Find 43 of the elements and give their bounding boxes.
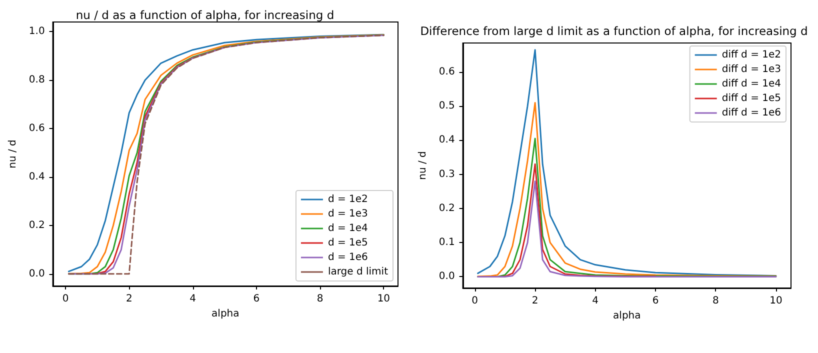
legend-label: diff d = 1e4 <box>722 78 781 90</box>
x-tick-label: 0 <box>62 294 69 304</box>
legend-label: diff d = 1e5 <box>722 93 781 104</box>
x-tick-label: 8 <box>316 294 324 304</box>
legend-label: d = 1e4 <box>328 223 368 234</box>
y-axis-title: nu / d <box>418 151 428 180</box>
legend-label: d = 1e2 <box>328 194 368 205</box>
legend-label: d = 1e5 <box>328 238 368 248</box>
line-series <box>477 180 777 278</box>
x-tick-label: 6 <box>652 296 659 306</box>
y-tick-label: 0.6 <box>28 123 45 134</box>
y-tick-label: 0.3 <box>438 168 455 180</box>
x-tick-label: 10 <box>377 294 390 304</box>
y-tick-label: 0.4 <box>438 134 455 146</box>
y-tick-label: 0.1 <box>438 237 455 248</box>
x-tick-label: 2 <box>126 294 132 304</box>
chart-title: nu / d as a function of alpha, for increasing d <box>76 8 334 22</box>
x-tick-label: 10 <box>770 296 782 306</box>
y-tick-label: 0.0 <box>438 271 455 282</box>
x-tick-label: 8 <box>712 296 719 306</box>
legend-label: d = 1e3 <box>328 208 368 220</box>
legend-label: diff d = 1e6 <box>722 108 781 118</box>
y-tick-label: 0.8 <box>28 74 45 86</box>
y-tick-label: 0.5 <box>438 100 455 112</box>
legend-label: diff d = 1e3 <box>722 64 781 75</box>
y-axis-title: nu / d <box>8 140 18 168</box>
x-tick-label: 0 <box>472 296 478 306</box>
x-axis-title: alpha <box>613 310 641 322</box>
x-tick-label: 6 <box>253 294 260 304</box>
y-tick-label: 0.6 <box>438 66 455 78</box>
x-tick-label: 4 <box>190 294 196 304</box>
x-tick-label: 4 <box>592 296 598 306</box>
y-tick-label: 0.0 <box>28 268 45 280</box>
chart-title: Difference from large d limit as a function of alpha, for increasing d <box>420 24 808 38</box>
legend-label: diff d = 1e2 <box>722 50 781 60</box>
x-tick-label: 2 <box>532 296 538 306</box>
legend-label: large d limit <box>328 266 388 278</box>
y-tick-label: 0.2 <box>438 202 455 214</box>
y-tick-label: 0.4 <box>28 172 45 183</box>
x-axis-title: alpha <box>212 308 240 320</box>
legend-label: d = 1e6 <box>328 252 368 263</box>
y-tick-label: 0.2 <box>28 220 45 231</box>
y-tick-label: 1.0 <box>28 26 45 38</box>
